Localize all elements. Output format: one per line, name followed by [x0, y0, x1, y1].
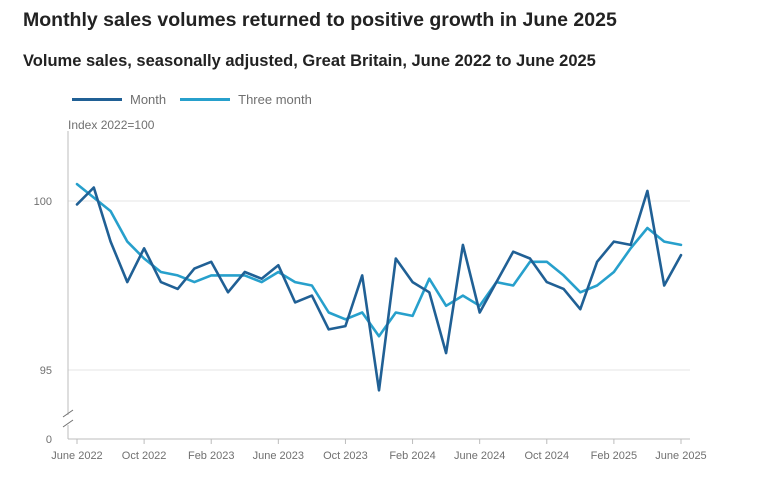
- y-tick-label: 100: [34, 196, 52, 208]
- series-line-three-month: [75, 182, 683, 338]
- legend-swatch-three-month: [180, 98, 231, 101]
- legend-swatch-month: [72, 98, 122, 101]
- y-axis-unit-label: Index 2022=100: [68, 118, 155, 132]
- x-tick-label: Oct 2023: [323, 450, 368, 462]
- axis-break-mark-lower: [62, 419, 74, 428]
- legend-label-month: Month: [130, 92, 167, 107]
- x-tick-label: Feb 2025: [591, 450, 637, 462]
- x-tick-label: Oct 2022: [122, 450, 167, 462]
- axis-break-mark-upper: [62, 409, 74, 418]
- legend: Month Three month: [72, 92, 312, 107]
- y-tick-label: 0: [46, 434, 52, 446]
- chart-subtitle: Volume sales, seasonally adjusted, Great…: [23, 52, 596, 70]
- x-tick-label: Oct 2024: [524, 450, 569, 462]
- x-tick-label: June 2022: [51, 450, 102, 462]
- chart-title: Monthly sales volumes returned to positi…: [23, 9, 617, 31]
- x-tick-label: June 2025: [655, 450, 706, 462]
- legend-item-month[interactable]: Month: [72, 92, 166, 107]
- x-tick-label: Feb 2023: [188, 450, 234, 462]
- legend-item-three-month[interactable]: Three month: [180, 92, 312, 107]
- legend-label-three-month: Three month: [238, 92, 312, 107]
- x-tick-label: June 2023: [253, 450, 304, 462]
- x-tick-label: Feb 2024: [389, 450, 435, 462]
- series-line-month: [75, 186, 683, 392]
- y-tick-label: 95: [40, 365, 52, 377]
- x-tick-label: June 2024: [454, 450, 505, 462]
